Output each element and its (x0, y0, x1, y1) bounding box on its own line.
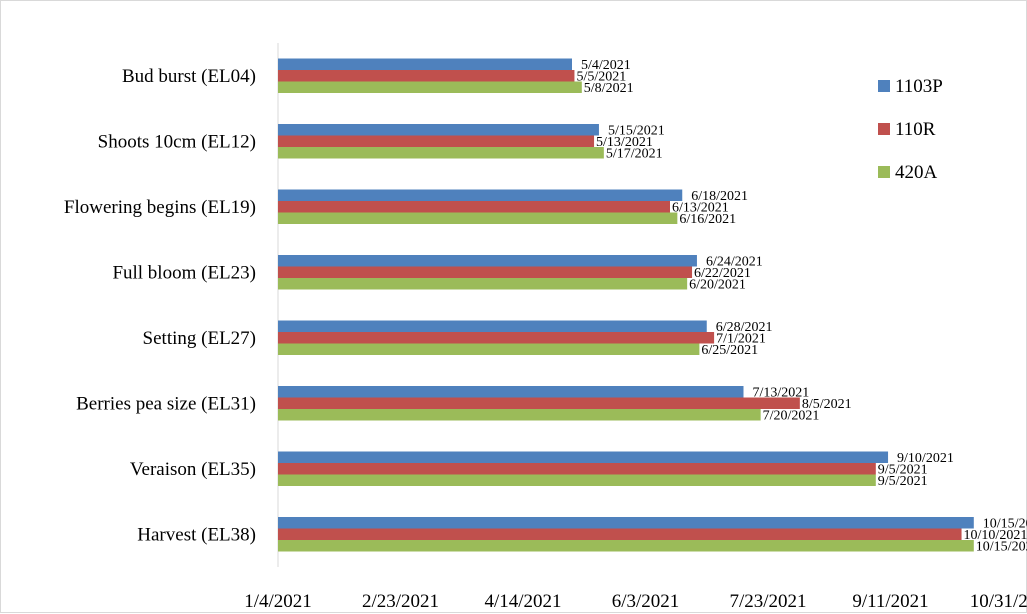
legend-label: 1103P (895, 76, 943, 97)
legend-swatch-110R (878, 123, 890, 135)
bar-1103P (278, 58, 572, 70)
data-label: 5/8/2021 (584, 81, 634, 96)
data-label: 6/16/2021 (679, 212, 736, 227)
bar-420A (278, 212, 678, 224)
category-label: Shoots 10cm (EL12) (98, 131, 256, 152)
data-label: 6/20/2021 (689, 278, 746, 293)
data-label: 5/5/2021 (576, 70, 626, 85)
data-label: 10/10/2021 (964, 528, 1027, 543)
data-label: 5/15/2021 (608, 124, 665, 139)
bar-420A (278, 147, 604, 159)
data-label: 9/5/2021 (878, 474, 928, 489)
bar-1103P (278, 451, 889, 463)
data-label: 10/15/2021 (983, 517, 1027, 532)
category-label: Full bloom (EL23) (112, 262, 256, 283)
data-label: 6/24/2021 (706, 255, 763, 270)
data-label: 6/25/2021 (701, 343, 758, 358)
bar-1103P (278, 255, 697, 267)
bar-110R (278, 332, 715, 344)
data-label: 8/5/2021 (802, 397, 852, 412)
x-tick-labels: 1/4/2021 2/23/2021 4/14/2021 6/3/2021 7/23/2… (244, 591, 1027, 612)
x-tick-label: 9/11/2021 (852, 591, 928, 612)
data-label: 6/22/2021 (694, 266, 751, 281)
data-label: 10/15/2021 (976, 540, 1027, 555)
bar-110R (278, 397, 800, 409)
category-label: Veraison (EL35) (130, 459, 256, 480)
legend: 1103P 110R 420A (878, 76, 943, 183)
bar-110R (278, 135, 595, 147)
x-tick-label: 7/23/2021 (729, 591, 806, 612)
data-label: 6/28/2021 (716, 320, 773, 335)
bar-420A (278, 81, 582, 93)
bar-420A (278, 474, 876, 486)
category-label: Setting (EL27) (143, 328, 256, 349)
bar-420A (278, 343, 700, 355)
category-label: Bud burst (EL04) (122, 66, 256, 87)
bar-1103P (278, 386, 744, 398)
bars (278, 58, 974, 552)
bar-110R (278, 70, 575, 82)
bar-110R (278, 528, 962, 540)
data-label: 7/13/2021 (753, 386, 810, 401)
data-label: 7/1/2021 (716, 332, 766, 347)
bar-420A (278, 409, 761, 421)
data-label: 6/18/2021 (691, 189, 748, 204)
bar-110R (278, 201, 670, 213)
legend-label: 420A (895, 162, 938, 183)
data-label: 9/10/2021 (897, 451, 954, 466)
data-label: 5/4/2021 (581, 58, 631, 73)
bar-1103P (278, 189, 683, 201)
category-label: Harvest (EL38) (137, 524, 256, 545)
legend-label: 110R (895, 119, 936, 140)
x-tick-label: 1/4/2021 (244, 591, 312, 612)
bar-110R (278, 463, 876, 475)
x-tick-label: 2/23/2021 (362, 591, 439, 612)
category-labels: Bud burst (EL04) Shoots 10cm (EL12) Flower… (64, 66, 256, 546)
legend-swatch-1103P (878, 80, 890, 92)
bar-1103P (278, 320, 707, 332)
bar-1103P (278, 124, 599, 136)
data-label: 7/20/2021 (763, 409, 820, 424)
x-tick-label: 6/3/2021 (612, 591, 680, 612)
legend-swatch-420A (878, 166, 890, 178)
bar-420A (278, 278, 688, 290)
data-label: 6/13/2021 (672, 201, 729, 216)
data-label: 9/5/2021 (878, 463, 928, 478)
category-label: Berries pea size (EL31) (76, 393, 256, 414)
x-tick-label: 10/31/2021 (970, 591, 1027, 612)
x-tick-label: 4/14/2021 (484, 591, 561, 612)
bar-420A (278, 540, 974, 552)
data-label: 5/13/2021 (596, 135, 653, 150)
category-label: Flowering begins (EL19) (64, 197, 256, 218)
data-label: 5/17/2021 (606, 147, 663, 162)
bar-1103P (278, 517, 974, 529)
bar-110R (278, 266, 693, 278)
